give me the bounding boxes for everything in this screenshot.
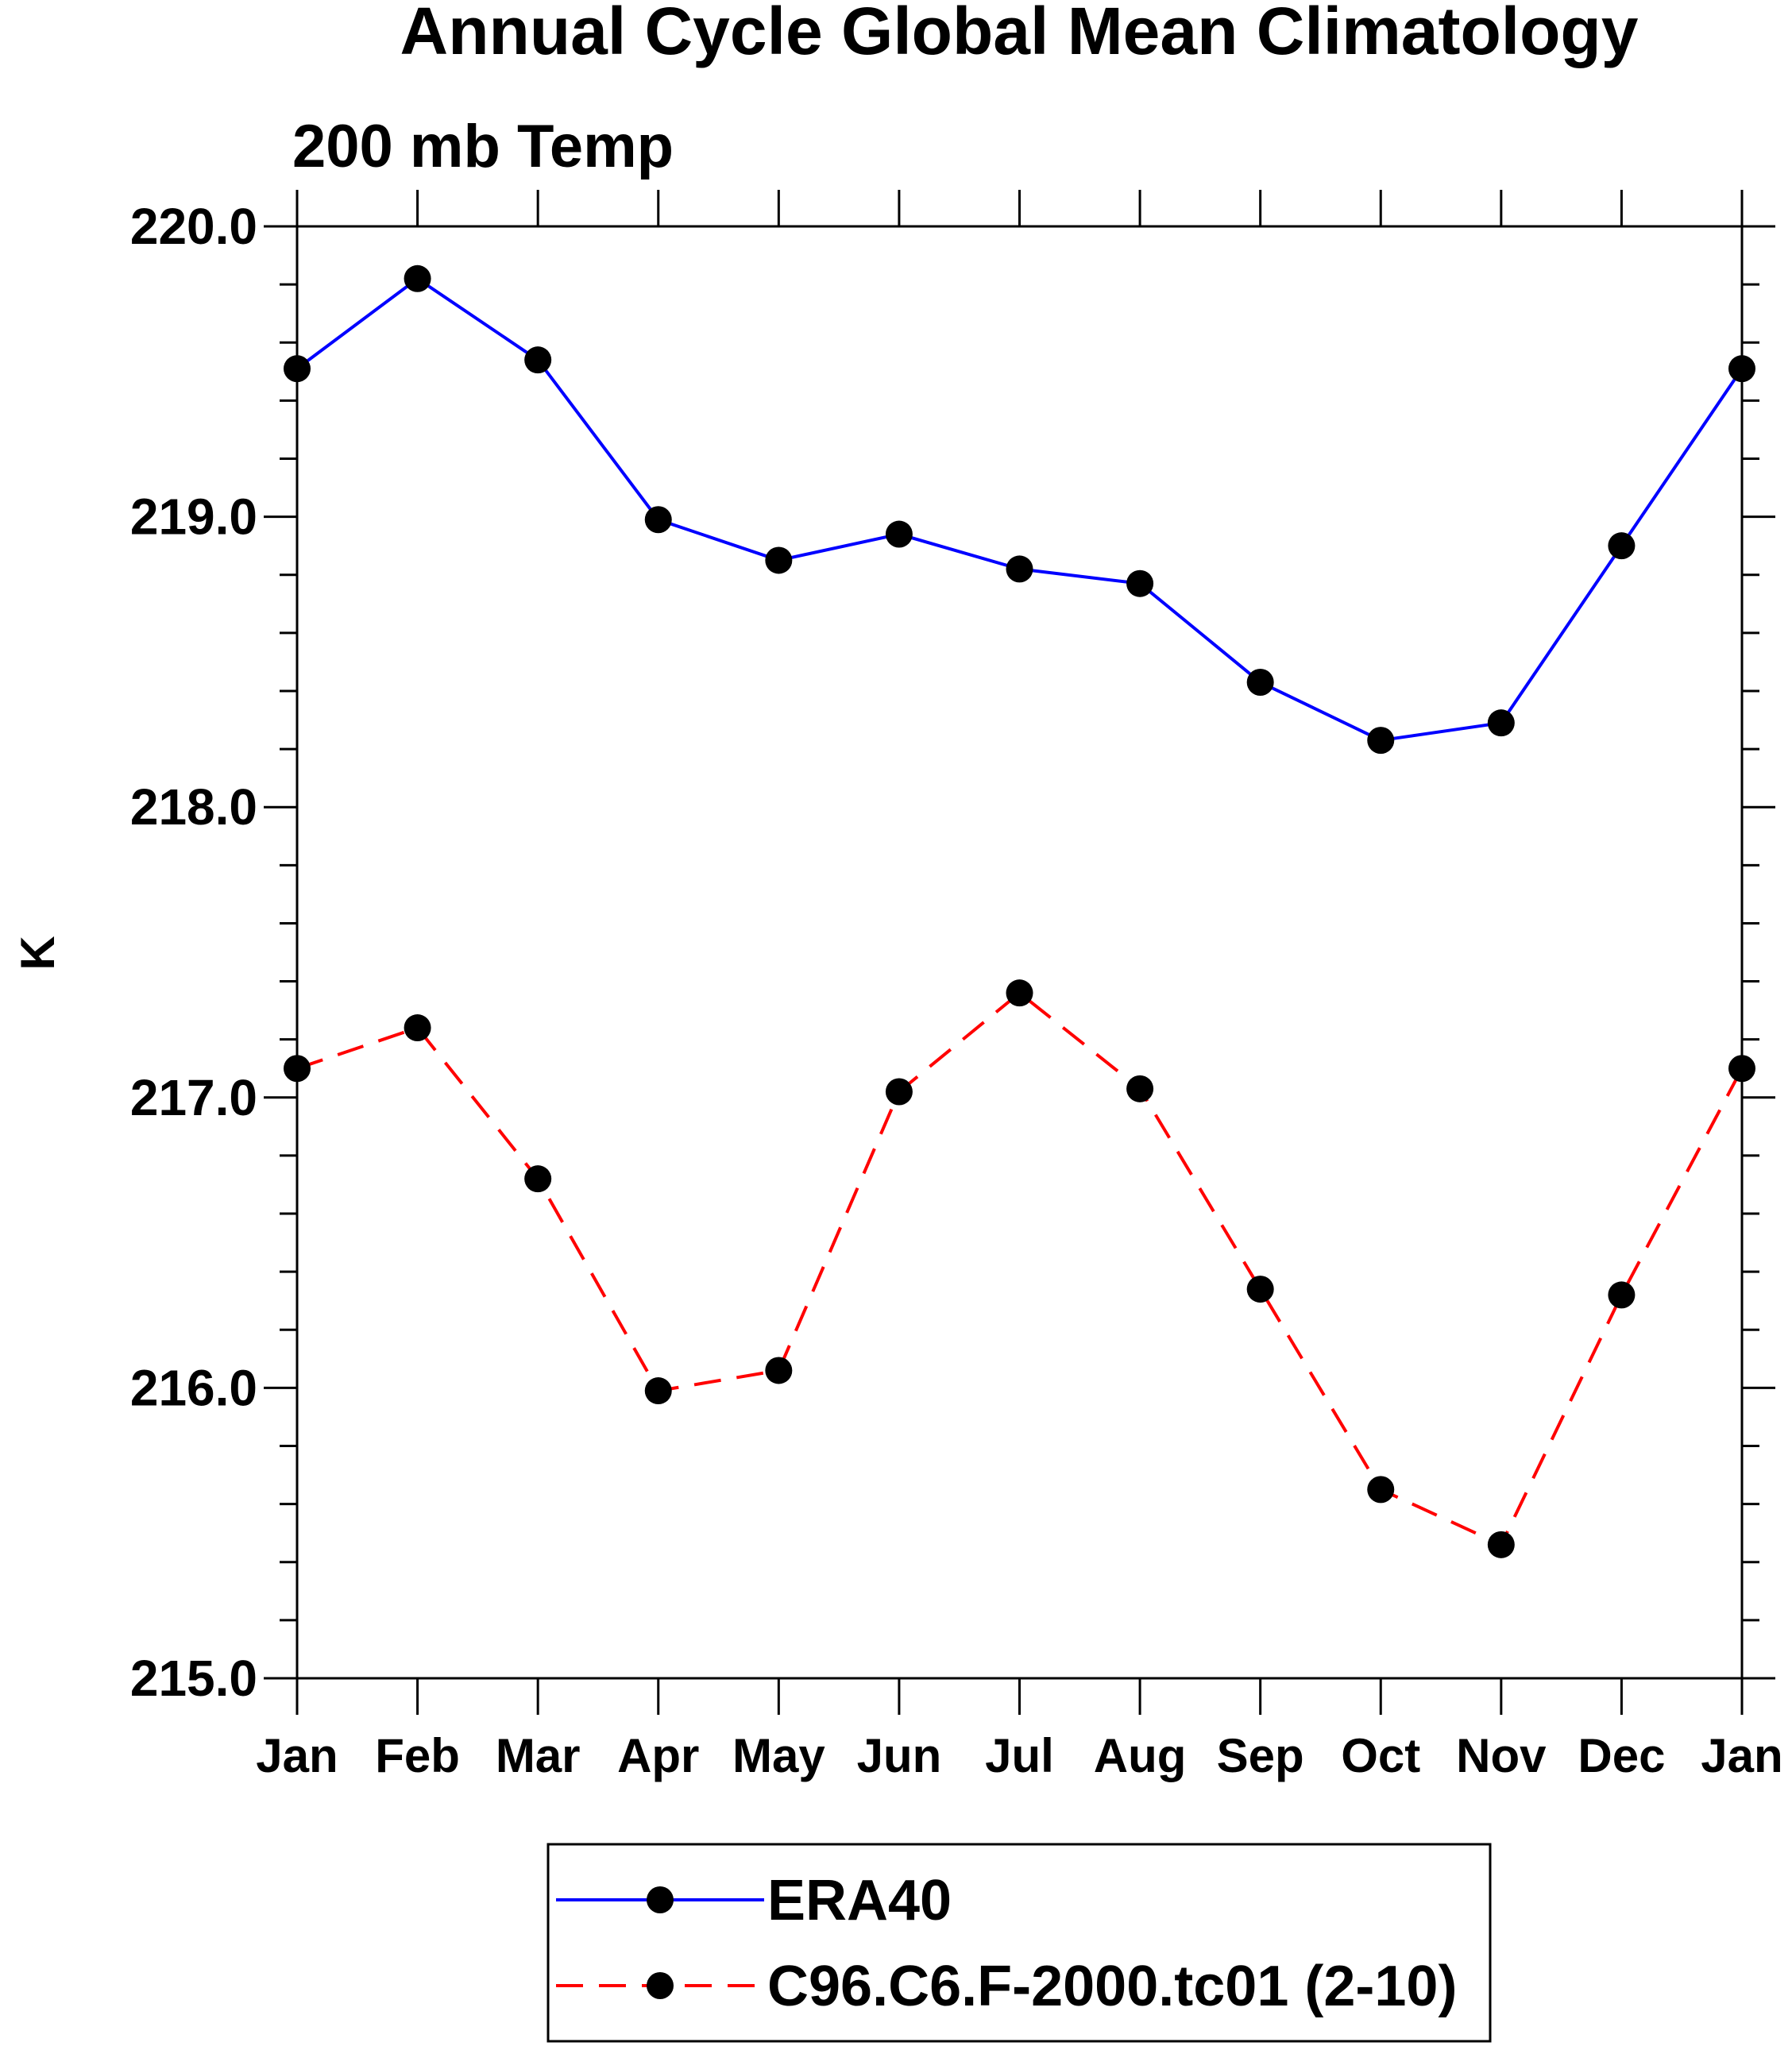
y-tick-label: 218.0 <box>130 778 257 836</box>
series-0-point <box>1487 709 1515 737</box>
series-line-0 <box>295 276 1744 743</box>
series-1-point <box>885 1078 913 1106</box>
series-1-point <box>404 1014 431 1042</box>
legend: ERA40 C96.C6.F-2000.tc01 (2-10) <box>546 1843 1492 2043</box>
x-tick-label: Jun <box>857 1729 942 1782</box>
series-1-point <box>1126 1075 1154 1102</box>
series-line-1 <box>296 990 1744 1547</box>
x-tick-label: Jan <box>1701 1729 1782 1782</box>
x-tick-label: Sep <box>1217 1729 1304 1782</box>
y-tick-label: 217.0 <box>130 1069 257 1126</box>
series-0-point <box>524 346 552 374</box>
y-tick-label: 220.0 <box>130 198 257 255</box>
series-1-point <box>1006 979 1033 1007</box>
x-tick-label: Oct <box>1341 1729 1420 1782</box>
plot-frame <box>295 225 1744 1680</box>
legend-label-era40: ERA40 <box>767 1869 952 1932</box>
plot-axes: 215.0 216.0 217.0 218.0 219.0 220.0 Jan Feb Mar A… <box>130 190 1783 1782</box>
x-tick-label: Dec <box>1578 1729 1665 1782</box>
legend-marker-era40 <box>647 1886 674 1913</box>
series-0-point <box>885 520 913 548</box>
chart-subtitle: 200 mb Temp <box>292 113 674 180</box>
series-1-point <box>1367 1476 1395 1504</box>
x-tick-label: Nov <box>1456 1729 1547 1782</box>
y-tick-label: 215.0 <box>130 1650 257 1707</box>
x-tick-label: May <box>732 1729 825 1782</box>
y-axis-label: K <box>11 936 64 970</box>
series-1-point <box>284 1055 311 1083</box>
series-1-point <box>1608 1281 1636 1309</box>
series-0-point <box>284 355 311 383</box>
x-tick-label: Mar <box>496 1729 581 1782</box>
series-1-point <box>524 1165 552 1193</box>
x-tick-label: Jan <box>256 1729 338 1782</box>
series-layer <box>284 264 1755 1558</box>
series-0-point <box>1728 355 1755 383</box>
series-1-point <box>644 1377 672 1405</box>
series-1-point <box>765 1357 793 1384</box>
series-0-point <box>765 546 793 574</box>
series-0-point <box>404 264 431 292</box>
x-tick-label: Jul <box>985 1729 1054 1782</box>
y-tick-label: 219.0 <box>130 488 257 546</box>
x-tick-label: Apr <box>617 1729 699 1782</box>
series-1-point <box>1728 1055 1755 1083</box>
series-0-point <box>1006 555 1033 583</box>
legend-box <box>546 1843 1492 2043</box>
legend-label-c96: C96.C6.F-2000.tc01 (2-10) <box>767 1955 1457 2018</box>
chart-title: Annual Cycle Global Mean Climatology <box>400 0 1639 68</box>
y-tick-label: 216.0 <box>130 1359 257 1416</box>
x-tick-label: Feb <box>375 1729 460 1782</box>
series-0-point <box>1367 727 1395 755</box>
series-0-point <box>1608 532 1636 560</box>
series-0-point <box>1126 569 1154 597</box>
legend-marker-c96 <box>647 1972 674 1999</box>
series-0-point <box>644 506 672 534</box>
series-0-point <box>1246 668 1274 696</box>
series-1-point <box>1246 1276 1274 1303</box>
series-1-point <box>1487 1531 1515 1558</box>
x-tick-label: Aug <box>1094 1729 1187 1782</box>
